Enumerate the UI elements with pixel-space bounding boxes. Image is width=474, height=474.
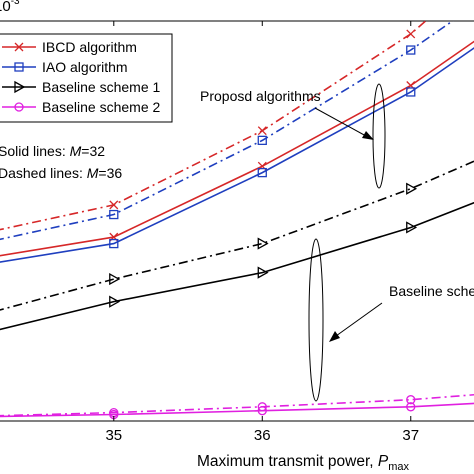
- legend-entry-3: Baseline scheme 2: [2, 99, 161, 115]
- series-2: [0, 201, 474, 331]
- legend-entry-1: IAO algorithm: [2, 59, 128, 75]
- legend-label-2: Baseline scheme 1: [42, 79, 161, 95]
- data-point-1-3: [406, 87, 416, 97]
- dashed-lines-value: =36: [98, 165, 122, 181]
- proposed-ellipse: [372, 83, 386, 189]
- data-point-6-3: [406, 182, 418, 195]
- data-point-1-1: [109, 238, 119, 249]
- legend-entry-0: IBCD algorithm: [2, 39, 137, 55]
- series-line-6: [0, 160, 474, 311]
- y-exponent-base: 10: [0, 0, 11, 15]
- data-point-4-3: [406, 29, 416, 39]
- x-axis-label: Maximum transmit power, Pmax: [197, 453, 410, 473]
- data-point-6-2: [257, 237, 269, 250]
- x-axis-label-symbol: P: [378, 453, 389, 470]
- solid-lines-annotation: Solid lines: M=32: [0, 143, 105, 159]
- series-line-5: [0, 21, 454, 241]
- dashed-lines-annotation: Dashed lines: M=36: [0, 165, 122, 181]
- legend-marker-3: [14, 102, 24, 112]
- legend-label-3: Baseline scheme 2: [42, 99, 161, 115]
- series-1: [0, 47, 474, 263]
- series-line-2: [0, 201, 474, 331]
- legend-label-1: IAO algorithm: [42, 59, 128, 75]
- legend-marker-0: [14, 42, 24, 52]
- data-point-2-3: [406, 221, 418, 234]
- data-point-1-2: [257, 167, 267, 178]
- baseline-ellipse: [308, 238, 324, 402]
- series-3: [0, 402, 474, 420]
- solid-lines-value: =32: [81, 143, 105, 159]
- legend-marker-1: [14, 62, 24, 72]
- x-ticks: 35 36 37: [105, 21, 419, 444]
- data-point-7-2: [257, 402, 267, 412]
- x-axis-label-subscript: max: [388, 461, 409, 473]
- y-exponent-power: -3: [11, 0, 20, 7]
- legend-marker-2: [14, 80, 26, 94]
- x-tick-label-0: 35: [105, 427, 122, 444]
- data-point-5-3: [406, 45, 416, 55]
- solid-lines-var: M: [70, 143, 82, 159]
- data-point-5-1: [109, 209, 119, 220]
- series-line-1: [0, 47, 474, 263]
- data-point-2-2: [257, 266, 269, 279]
- data-point-7-3: [406, 395, 416, 405]
- data-point-6-1: [109, 272, 121, 286]
- x-tick-label-1: 36: [254, 427, 271, 444]
- proposed-arrow-head: [362, 131, 374, 140]
- y-axis-exponent: 10-3: [0, 0, 20, 15]
- series-4: [0, 21, 427, 231]
- baseline-schemes-label: Baseline sche: [389, 283, 474, 299]
- series-7: [0, 393, 474, 418]
- proposed-algorithms-label: Proposd algorithms: [200, 88, 321, 104]
- dashed-lines-prefix: Dashed lines:: [0, 165, 87, 181]
- plot-frame: [0, 20, 474, 422]
- data-point-2-1: [109, 295, 121, 308]
- series-line-7: [0, 393, 474, 417]
- x-axis-label-text: Maximum transmit power,: [197, 453, 378, 470]
- legend-items: IBCD algorithm IAO algorithm Baseline sche…: [2, 39, 161, 115]
- proposed-arrow-line: [314, 107, 367, 137]
- baseline-arrow-head: [329, 331, 340, 342]
- legend-label-0: IBCD algorithm: [42, 39, 137, 55]
- series-5: [0, 21, 454, 241]
- series-6: [0, 160, 474, 311]
- dashed-lines-var: M: [87, 165, 99, 181]
- data-point-4-2: [257, 126, 267, 136]
- series-layer: [0, 21, 474, 420]
- data-point-4-1: [109, 200, 119, 210]
- data-point-3-3: [406, 402, 416, 412]
- legend: IBCD algorithm IAO algorithm Baseline sche…: [0, 33, 173, 123]
- baseline-arrow-line: [335, 302, 383, 337]
- solid-lines-prefix: Solid lines:: [0, 143, 70, 159]
- legend-entry-2: Baseline scheme 1: [2, 79, 161, 95]
- x-tick-label-2: 37: [402, 427, 419, 444]
- data-point-5-2: [257, 135, 267, 146]
